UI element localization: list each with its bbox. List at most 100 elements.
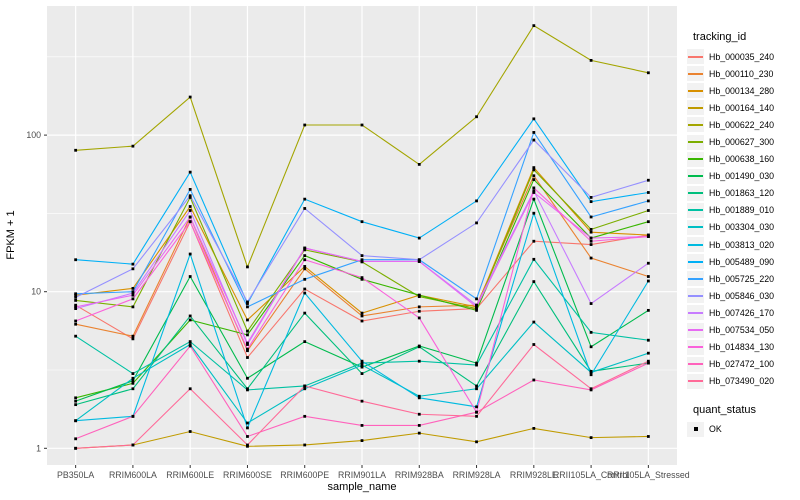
data-point-marker	[246, 333, 249, 337]
line-swatch-icon	[688, 277, 703, 280]
data-point-marker	[188, 188, 192, 191]
data-point-marker	[589, 256, 593, 260]
data-point-marker	[417, 396, 421, 400]
line-swatch-icon	[688, 89, 703, 92]
data-point-marker	[131, 379, 135, 383]
data-point-marker	[360, 363, 364, 367]
line-swatch-icon	[688, 226, 703, 229]
x-tick-label: RRIM928LE	[510, 470, 558, 480]
legend-key	[687, 373, 704, 389]
data-point-marker	[417, 236, 421, 240]
data-point-marker	[646, 178, 650, 182]
data-point-marker	[131, 337, 135, 341]
data-point-marker	[131, 443, 135, 447]
legend-entry-Hb_000134_280: Hb_000134_280	[687, 82, 799, 99]
y-tick-label: 10	[31, 287, 41, 297]
data-point-marker	[532, 257, 536, 261]
data-point-marker	[188, 209, 192, 212]
data-point-marker	[532, 211, 536, 215]
data-point-marker	[74, 399, 78, 403]
data-point-marker	[417, 431, 421, 435]
data-point-marker	[360, 276, 364, 280]
legend-label: Hb_000627_300	[709, 137, 775, 148]
data-point-marker	[589, 243, 593, 246]
data-point-marker	[475, 384, 478, 388]
legend-entry-Hb_007534_050: Hb_007534_050	[687, 322, 799, 339]
legend-key	[687, 134, 704, 150]
legend-key	[687, 271, 704, 287]
legend-entry-Hb_007426_170: Hb_007426_170	[687, 304, 799, 321]
data-point-marker	[303, 287, 307, 291]
data-point-marker	[475, 414, 478, 418]
x-tick-label: RRII105LA_Control	[553, 470, 629, 480]
legend-entry-Hb_000164_140: Hb_000164_140	[687, 99, 799, 116]
data-point-marker	[360, 277, 364, 281]
data-point-marker	[303, 443, 307, 447]
black-square-marker-icon	[693, 427, 698, 432]
data-point-marker	[360, 319, 364, 323]
legend-key	[687, 254, 704, 270]
data-point-marker	[188, 170, 192, 174]
data-point-marker	[360, 258, 364, 262]
data-point-marker	[303, 267, 307, 271]
line-swatch-icon	[688, 158, 703, 161]
x-tick-label: RRIM600PE	[280, 470, 329, 480]
data-point-marker	[589, 196, 593, 199]
data-point-marker	[131, 297, 135, 301]
data-point-marker	[475, 221, 478, 225]
legend-key	[687, 117, 704, 133]
line-swatch-icon	[688, 260, 703, 263]
data-point-marker	[74, 292, 78, 296]
data-point-marker	[532, 174, 536, 178]
data-point-marker	[360, 399, 364, 403]
data-point-marker	[475, 199, 478, 203]
legend-label: Hb_001889_010	[709, 205, 775, 216]
data-point-marker	[475, 440, 478, 444]
data-point-marker	[360, 361, 364, 365]
data-point-marker	[532, 186, 536, 190]
data-point-marker	[303, 340, 307, 344]
data-point-marker	[646, 261, 650, 265]
legend-entries: Hb_000035_240 Hb_000110_230 Hb_000134_280 H…	[687, 48, 799, 390]
data-point-marker	[246, 349, 249, 353]
legend-key	[687, 339, 704, 355]
data-point-marker	[532, 189, 536, 193]
data-point-marker	[360, 220, 364, 224]
data-point-marker	[646, 338, 650, 342]
data-point-marker	[589, 200, 593, 204]
data-point-marker	[532, 378, 536, 382]
legend-label: Hb_003813_020	[709, 239, 775, 250]
legend-entry-Hb_005489_090: Hb_005489_090	[687, 253, 799, 270]
data-point-marker	[303, 311, 307, 315]
legend-entry-Hb_000638_160: Hb_000638_160	[687, 151, 799, 168]
data-point-marker	[646, 279, 650, 283]
data-point-marker	[246, 388, 249, 392]
data-point-marker	[303, 291, 307, 295]
data-point-marker	[646, 233, 650, 237]
legend-key	[687, 305, 704, 321]
data-point-marker	[532, 280, 536, 284]
data-point-marker	[589, 371, 593, 374]
line-swatch-icon	[688, 55, 703, 58]
data-point-marker	[589, 215, 593, 219]
data-point-marker	[646, 220, 650, 224]
data-point-marker	[360, 260, 364, 263]
data-point-marker	[532, 24, 536, 28]
line-swatch-icon	[688, 294, 703, 297]
data-point-marker	[360, 314, 364, 318]
y-axis-title: FPKM + 1	[5, 210, 17, 259]
data-point-marker	[360, 439, 364, 442]
legend-key	[687, 237, 704, 253]
data-point-marker	[589, 373, 593, 377]
data-point-marker	[74, 295, 78, 299]
legend-label: Hb_007534_050	[709, 325, 775, 336]
line-swatch-icon	[688, 175, 703, 178]
data-point-marker	[74, 307, 78, 310]
data-point-marker	[303, 277, 307, 281]
legend-label-quant-ok: OK	[709, 424, 722, 435]
x-tick-label: RRIM901LA	[338, 470, 386, 480]
legend-label: Hb_014834_130	[709, 342, 775, 353]
legend-entry-quant-ok: OK	[687, 421, 799, 438]
data-point-marker	[188, 215, 192, 219]
